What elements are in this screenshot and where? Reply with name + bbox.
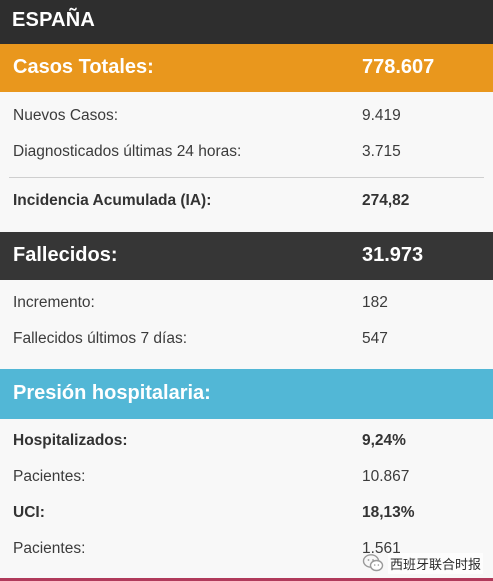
- wechat-icon: [362, 554, 384, 572]
- section-divider: [9, 177, 484, 178]
- stat-row-deaths-7-days: Fallecidos últimos 7 días: 547: [0, 328, 493, 352]
- stat-value: 3.715: [362, 143, 401, 160]
- stat-label: UCI:: [13, 504, 45, 521]
- deaths-band: Fallecidos: 31.973: [0, 232, 493, 280]
- stat-row-diagnosed-24h: Diagnosticados últimas 24 horas: 3.715: [0, 141, 493, 165]
- hospital-pressure-label: Presión hospitalaria:: [13, 382, 211, 404]
- stat-label: Fallecidos últimos 7 días:: [13, 330, 188, 347]
- stat-label: Diagnosticados últimas 24 horas:: [13, 143, 242, 160]
- stat-label: Hospitalizados:: [13, 432, 128, 449]
- stat-value: 547: [362, 330, 388, 347]
- stat-label: Nuevos Casos:: [13, 107, 119, 124]
- stat-value: 182: [362, 294, 388, 311]
- watermark-text: 西班牙联合时报: [388, 552, 484, 574]
- total-cases-value: 778.607: [362, 56, 435, 78]
- stat-row-hospitalized: Hospitalizados: 9,24%: [0, 430, 493, 454]
- stat-value: 9.419: [362, 107, 401, 124]
- deaths-label: Fallecidos:: [13, 244, 118, 266]
- stat-value: 10.867: [362, 468, 410, 485]
- deaths-value: 31.973: [362, 244, 424, 266]
- watermark: 西班牙联合时报: [362, 546, 493, 580]
- hospital-pressure-band: Presión hospitalaria:: [0, 369, 493, 419]
- stat-row-cumulative-incidence: Incidencia Acumulada (IA): 274,82: [0, 190, 493, 214]
- region-title: ESPAÑA: [12, 9, 96, 31]
- stat-label: Pacientes:: [13, 540, 86, 557]
- bottom-accent-line: [0, 578, 493, 581]
- stat-row-hospital-patients: Pacientes: 10.867: [0, 466, 493, 490]
- total-cases-band: Casos Totales: 778.607: [0, 44, 493, 92]
- stat-value: 18,13%: [362, 504, 415, 521]
- stat-row-new-cases: Nuevos Casos: 9.419: [0, 105, 493, 129]
- total-cases-label: Casos Totales:: [13, 56, 154, 78]
- stat-value: 274,82: [362, 192, 410, 209]
- stat-row-increment: Incremento: 182: [0, 292, 493, 316]
- stat-label: Incidencia Acumulada (IA):: [13, 192, 212, 209]
- region-header: ESPAÑA: [0, 0, 493, 44]
- stat-label: Incremento:: [13, 294, 95, 311]
- stat-label: Pacientes:: [13, 468, 86, 485]
- stat-row-icu: UCI: 18,13%: [0, 502, 493, 526]
- stat-value: 9,24%: [362, 432, 406, 449]
